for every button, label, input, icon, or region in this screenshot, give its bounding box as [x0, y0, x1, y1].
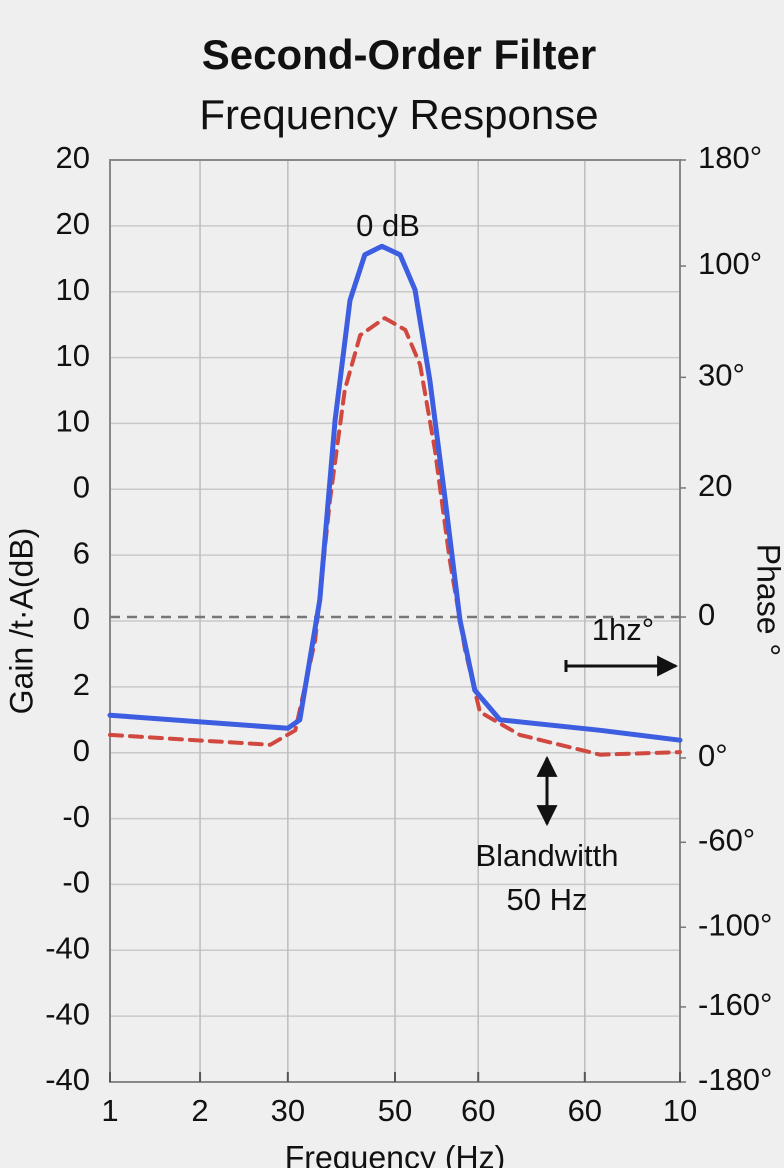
y-tick-label: 0 [73, 601, 90, 636]
y-tick-label: -0 [62, 865, 90, 900]
y2-tick-label: 30° [698, 358, 745, 393]
series-line [107, 243, 683, 743]
y-tick-label: 20 [56, 140, 90, 175]
y-tick-label: 10 [56, 272, 90, 307]
x-axis-label: Frequency (Hz) [285, 1139, 506, 1168]
x-tick-label: 10 [663, 1093, 697, 1128]
x-tick-label: 1 [101, 1093, 118, 1128]
y2-axis-label: Phase ° [751, 544, 784, 656]
y2-tick-label: -160° [698, 987, 772, 1022]
y2-tick-label: 100° [698, 246, 762, 281]
y-tick-label: -40 [45, 1062, 90, 1097]
y2-tick-label: -100° [698, 907, 772, 942]
chart-subtitle: Frequency Response [199, 91, 598, 138]
y-tick-label: -0 [62, 799, 90, 834]
x-tick-label: 2 [191, 1093, 208, 1128]
y-tick-label: -40 [45, 930, 90, 965]
bandwidth-annotation: 50 Hz [507, 882, 588, 917]
y2-tick-label: -180° [698, 1062, 772, 1097]
peak-annotation: 0 dB [356, 208, 420, 243]
y2-tick-label: 0 [698, 597, 715, 632]
bandwidth-annotation: Blandwitth [475, 838, 618, 873]
y-tick-label: 20 [56, 206, 90, 241]
x-tick-label: 60 [461, 1093, 495, 1128]
y-tick-label: 0 [73, 469, 90, 504]
y-tick-label: 10 [56, 338, 90, 373]
y-tick-label: 0 [73, 733, 90, 768]
y-tick-label: -40 [45, 996, 90, 1031]
y-tick-label: 10 [56, 404, 90, 439]
y-axis-label: Gain /t·A(dB) [3, 528, 39, 715]
x-tick-label: 50 [378, 1093, 412, 1128]
y2-tick-label: 180° [698, 140, 762, 175]
y2-tick-label: 20 [698, 468, 732, 503]
y2-tick-label: 0° [698, 738, 728, 773]
y-tick-label: 2 [73, 667, 90, 702]
y-tick-label: 6 [73, 535, 90, 570]
y2-tick-label: -60° [698, 822, 755, 857]
phase-annotation: 1hz° [592, 612, 654, 647]
x-tick-label: 60 [568, 1093, 602, 1128]
x-tick-label: 30 [271, 1093, 305, 1128]
chart-title: Second-Order Filter [202, 31, 596, 78]
